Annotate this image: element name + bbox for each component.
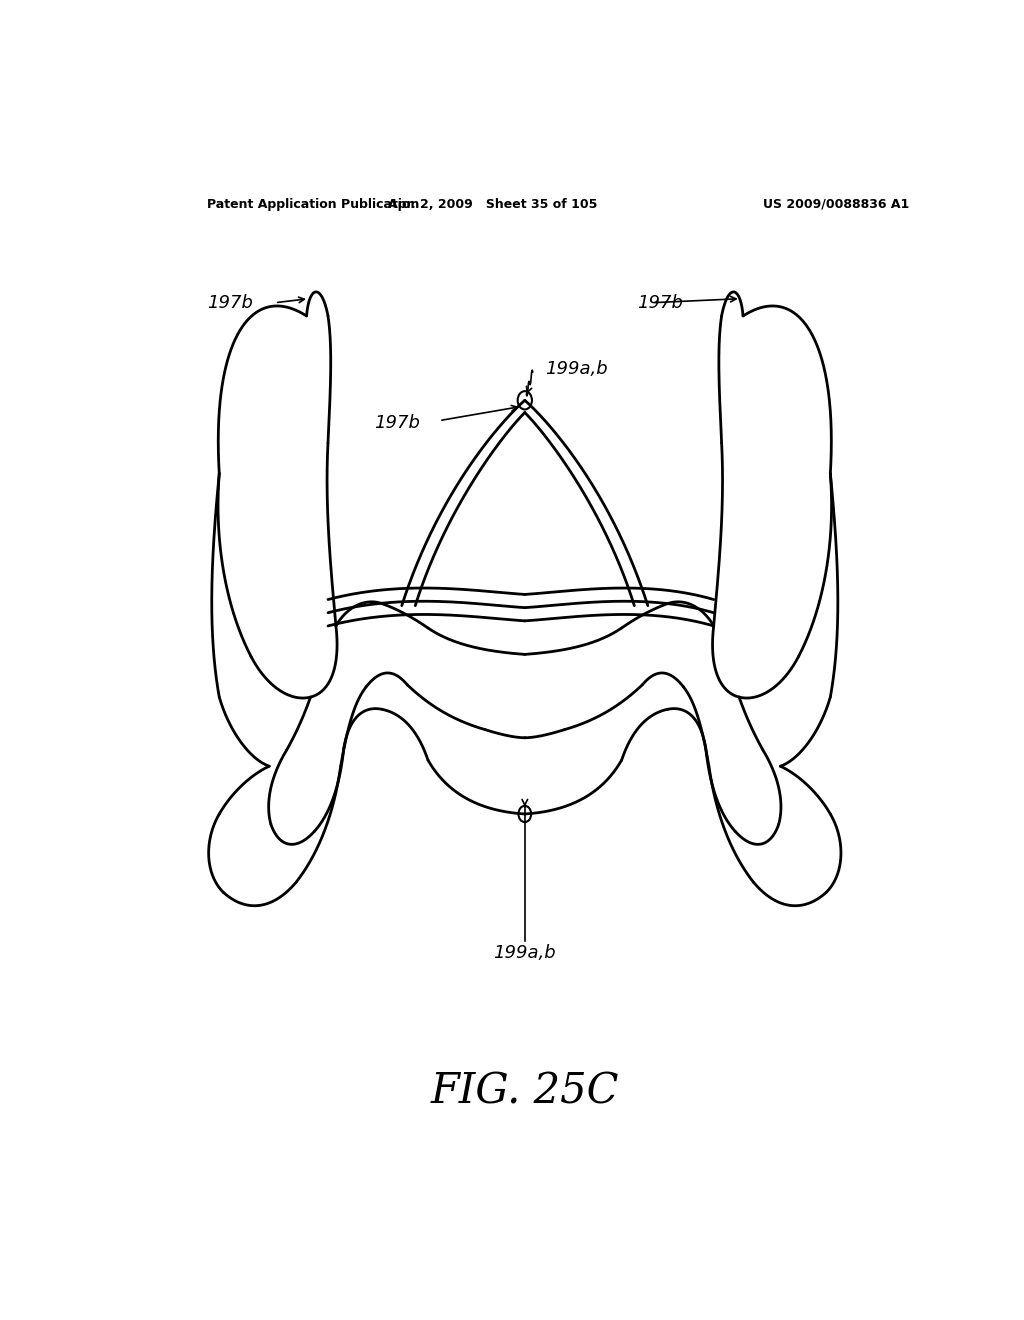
Text: 199a,b: 199a,b: [545, 360, 607, 378]
Text: 197b: 197b: [208, 294, 253, 312]
Text: US 2009/0088836 A1: US 2009/0088836 A1: [763, 198, 909, 211]
Text: 197b: 197b: [638, 294, 683, 312]
Text: 197b: 197b: [374, 413, 420, 432]
Text: 199a,b: 199a,b: [494, 944, 556, 962]
Text: FIG. 25C: FIG. 25C: [430, 1071, 620, 1113]
Text: Patent Application Publication: Patent Application Publication: [207, 198, 420, 211]
Text: Apr. 2, 2009   Sheet 35 of 105: Apr. 2, 2009 Sheet 35 of 105: [388, 198, 598, 211]
